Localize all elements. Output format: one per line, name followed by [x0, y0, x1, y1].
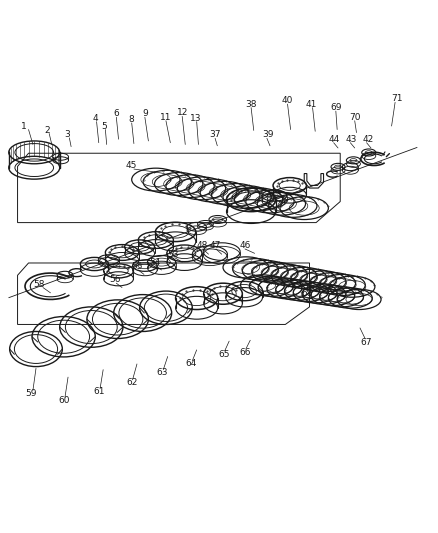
Text: 5: 5 — [101, 122, 107, 131]
Text: 68: 68 — [301, 289, 312, 298]
Text: 39: 39 — [261, 130, 273, 139]
Text: 69: 69 — [329, 103, 341, 112]
Text: 66: 66 — [239, 348, 250, 357]
Text: 38: 38 — [245, 100, 256, 109]
Text: 44: 44 — [328, 135, 339, 144]
Text: 46: 46 — [239, 241, 250, 250]
Text: 59: 59 — [25, 389, 36, 398]
Text: 62: 62 — [126, 378, 137, 387]
Text: 43: 43 — [345, 135, 356, 144]
Text: 42: 42 — [361, 135, 373, 144]
Text: 1: 1 — [21, 122, 27, 131]
Text: 2: 2 — [45, 126, 50, 135]
Text: 54: 54 — [148, 257, 160, 266]
Text: 45: 45 — [125, 161, 136, 170]
Text: 67: 67 — [360, 337, 371, 346]
Text: 11: 11 — [160, 113, 171, 122]
Text: 9: 9 — [141, 109, 148, 118]
Text: 41: 41 — [305, 100, 317, 109]
Text: 65: 65 — [218, 350, 229, 359]
Text: 70: 70 — [348, 113, 360, 122]
Text: 60: 60 — [58, 396, 69, 405]
Text: 58: 58 — [34, 280, 45, 288]
Text: 53: 53 — [167, 249, 179, 259]
Text: 71: 71 — [391, 94, 402, 103]
Text: 63: 63 — [156, 368, 168, 377]
Text: 48: 48 — [196, 241, 207, 250]
Text: 13: 13 — [189, 114, 201, 123]
Text: 55: 55 — [131, 262, 142, 271]
Text: 3: 3 — [64, 130, 70, 139]
Text: 12: 12 — [176, 108, 187, 117]
Text: 61: 61 — [93, 387, 104, 396]
Text: 64: 64 — [185, 359, 196, 368]
Text: 37: 37 — [209, 130, 220, 139]
Text: 6: 6 — [113, 109, 119, 118]
Text: 8: 8 — [128, 115, 134, 124]
Text: 40: 40 — [281, 96, 293, 105]
Text: 56: 56 — [109, 275, 120, 284]
Text: 47: 47 — [209, 241, 220, 250]
Text: 4: 4 — [93, 114, 98, 123]
